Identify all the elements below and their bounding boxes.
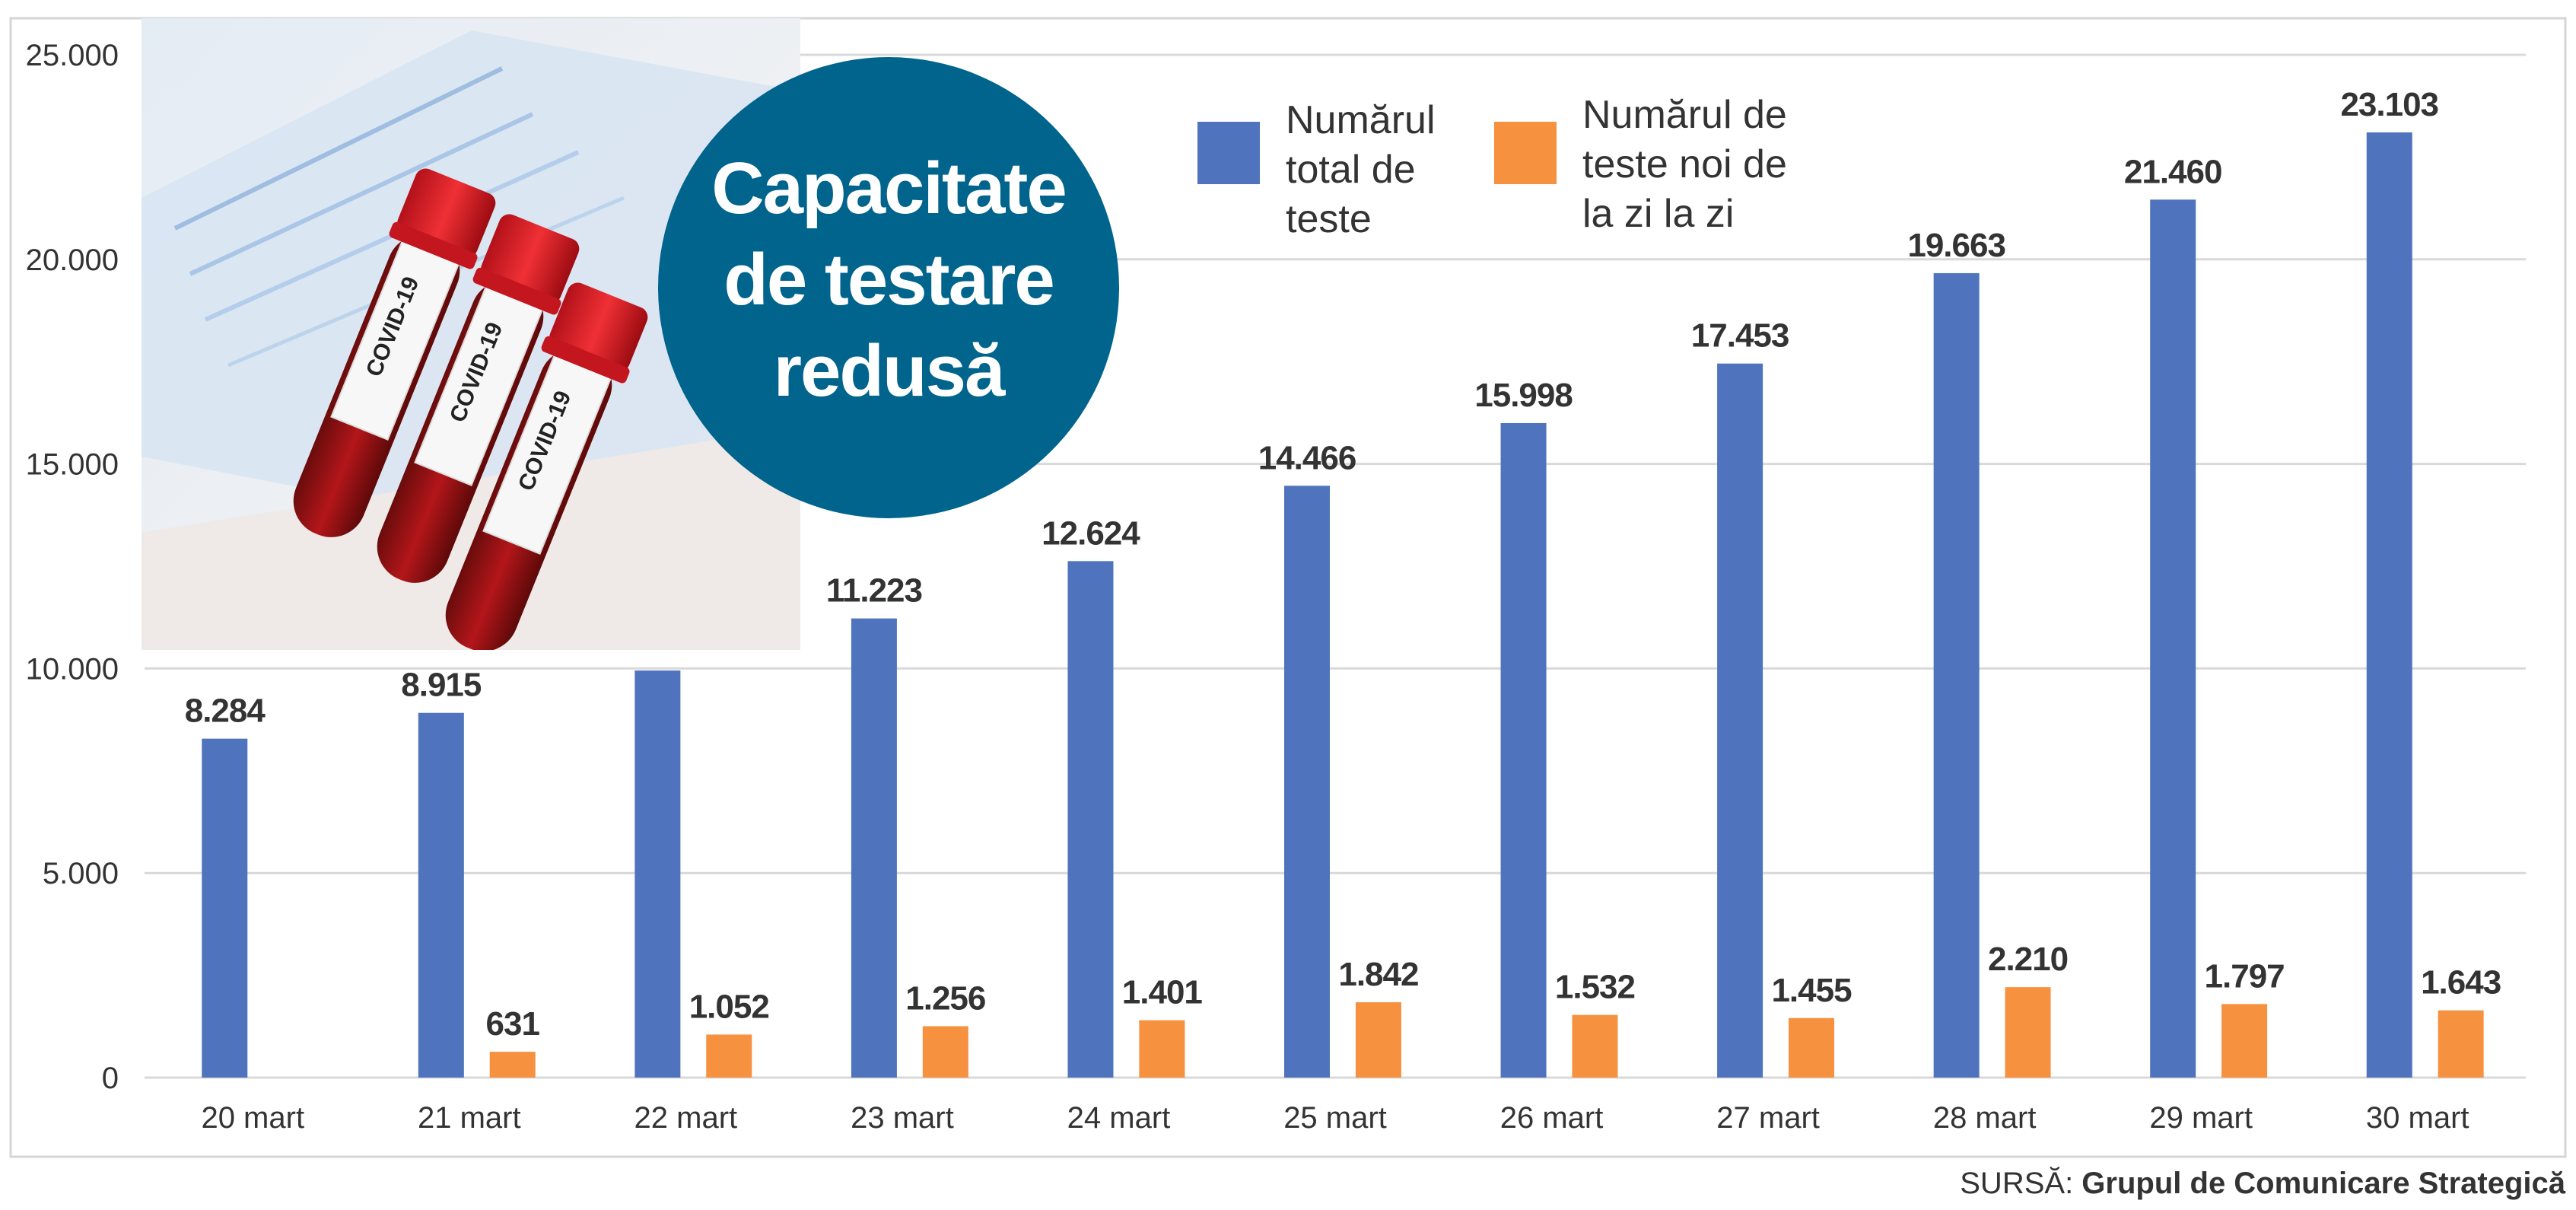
bar-total-tests [418, 712, 464, 1078]
data-label-new: 1.455 [1771, 972, 1852, 1009]
bar-total-tests [1933, 272, 1980, 1078]
bar-new-tests [1139, 1020, 1185, 1078]
bar-new-tests [2221, 1004, 2268, 1078]
data-label-new: 1.401 [1122, 974, 1203, 1011]
data-label-total: 17.453 [1691, 317, 1789, 355]
legend-swatch-new-tests [1494, 122, 1557, 184]
y-tick-label: 10.000 [26, 652, 119, 686]
source-credit: SURSĂ: Grupul de Comunicare Strategică [1960, 1166, 2566, 1200]
bar-total-tests [1717, 363, 1763, 1078]
data-label-new: 1.797 [2205, 957, 2285, 995]
legend-label-total-line-2: total de [1286, 148, 1416, 192]
data-label-total: 19.663 [1907, 227, 2005, 264]
data-label-new: 1.256 [905, 979, 985, 1017]
x-category-label: 20 mart [201, 1101, 304, 1135]
data-label-total: 8.284 [185, 693, 266, 730]
bar-new-tests [1572, 1014, 1618, 1078]
y-tick-label: 5.000 [43, 857, 119, 890]
data-label-new: 1.052 [689, 988, 769, 1025]
y-tick-label: 15.000 [26, 448, 119, 482]
bar-new-tests [1355, 1001, 1401, 1078]
source-prefix: SURSĂ: [1960, 1166, 2081, 1200]
x-category-label: 22 mart [634, 1101, 738, 1135]
x-category-label: 27 mart [1716, 1101, 1820, 1135]
bar-total-tests [634, 670, 681, 1078]
data-label-total: 15.998 [1474, 377, 1573, 414]
x-category-label: 28 mart [1933, 1101, 2037, 1135]
y-tick-label: 25.000 [26, 39, 119, 72]
chart-frame [9, 17, 2567, 1158]
bar-new-tests [922, 1026, 968, 1078]
x-category-label: 24 mart [1067, 1101, 1171, 1135]
bar-new-tests [706, 1034, 752, 1078]
bar-total-tests [2150, 199, 2196, 1078]
data-label-new: 631 [486, 1005, 540, 1043]
bar-total-tests [851, 618, 897, 1078]
x-category-label: 30 mart [2366, 1101, 2469, 1135]
legend-label-total-line-3: teste [1286, 197, 1372, 241]
badge-line-2: de testare [724, 239, 1054, 320]
test-tube: COVID-19 [293, 168, 496, 537]
legend-label-new-line-2: teste noi de [1582, 142, 1787, 186]
test-tube: COVID-19 [445, 282, 648, 650]
bar-total-tests [1500, 422, 1547, 1078]
bar-new-tests [1789, 1017, 1834, 1078]
data-label-total: 12.624 [1042, 514, 1140, 552]
legend-label-new-line-1: Numărul de [1582, 93, 1787, 137]
x-category-label: 29 mart [2149, 1101, 2253, 1135]
data-label-new: 2.210 [1988, 941, 2068, 978]
data-label-new: 1.842 [1338, 956, 1418, 993]
x-category-label: 26 mart [1500, 1101, 1604, 1135]
badge-line-3: redusă [774, 330, 1006, 412]
legend-swatch-total-tests [1197, 122, 1260, 184]
bar-total-tests [2366, 132, 2412, 1078]
bar-new-tests [2438, 1010, 2484, 1078]
legend-label-total-line-1: Numărul [1286, 98, 1436, 142]
x-category-label: 21 mart [418, 1101, 521, 1135]
data-label-total: 23.103 [2340, 86, 2438, 123]
bar-total-tests [1284, 486, 1331, 1078]
x-category-label: 25 mart [1283, 1101, 1387, 1135]
x-category-label: 23 mart [851, 1101, 954, 1135]
bar-total-tests [202, 738, 248, 1078]
bar-new-tests [2005, 987, 2051, 1078]
legend-label-new-line-3: la zi la zi [1582, 192, 1734, 236]
y-tick-label: 0 [102, 1062, 119, 1095]
legend: Numărul total de teste Numărul de teste … [1197, 93, 1787, 241]
source-name: Grupul de Comunicare Strategică [2081, 1167, 2565, 1200]
data-label-total: 8.915 [401, 667, 482, 704]
title-badge: Capacitate de testare redusă [658, 57, 1119, 518]
bar-total-tests [1067, 561, 1114, 1078]
data-label-new: 1.643 [2421, 964, 2501, 1001]
data-label-total: 11.223 [826, 572, 922, 610]
data-label-new: 1.532 [1555, 969, 1635, 1006]
badge-line-1: Capacitate [711, 148, 1066, 229]
y-tick-label: 20.000 [26, 244, 119, 277]
bar-new-tests [489, 1052, 536, 1078]
data-label-total: 21.460 [2124, 153, 2222, 190]
data-label-total: 14.466 [1258, 439, 1356, 476]
